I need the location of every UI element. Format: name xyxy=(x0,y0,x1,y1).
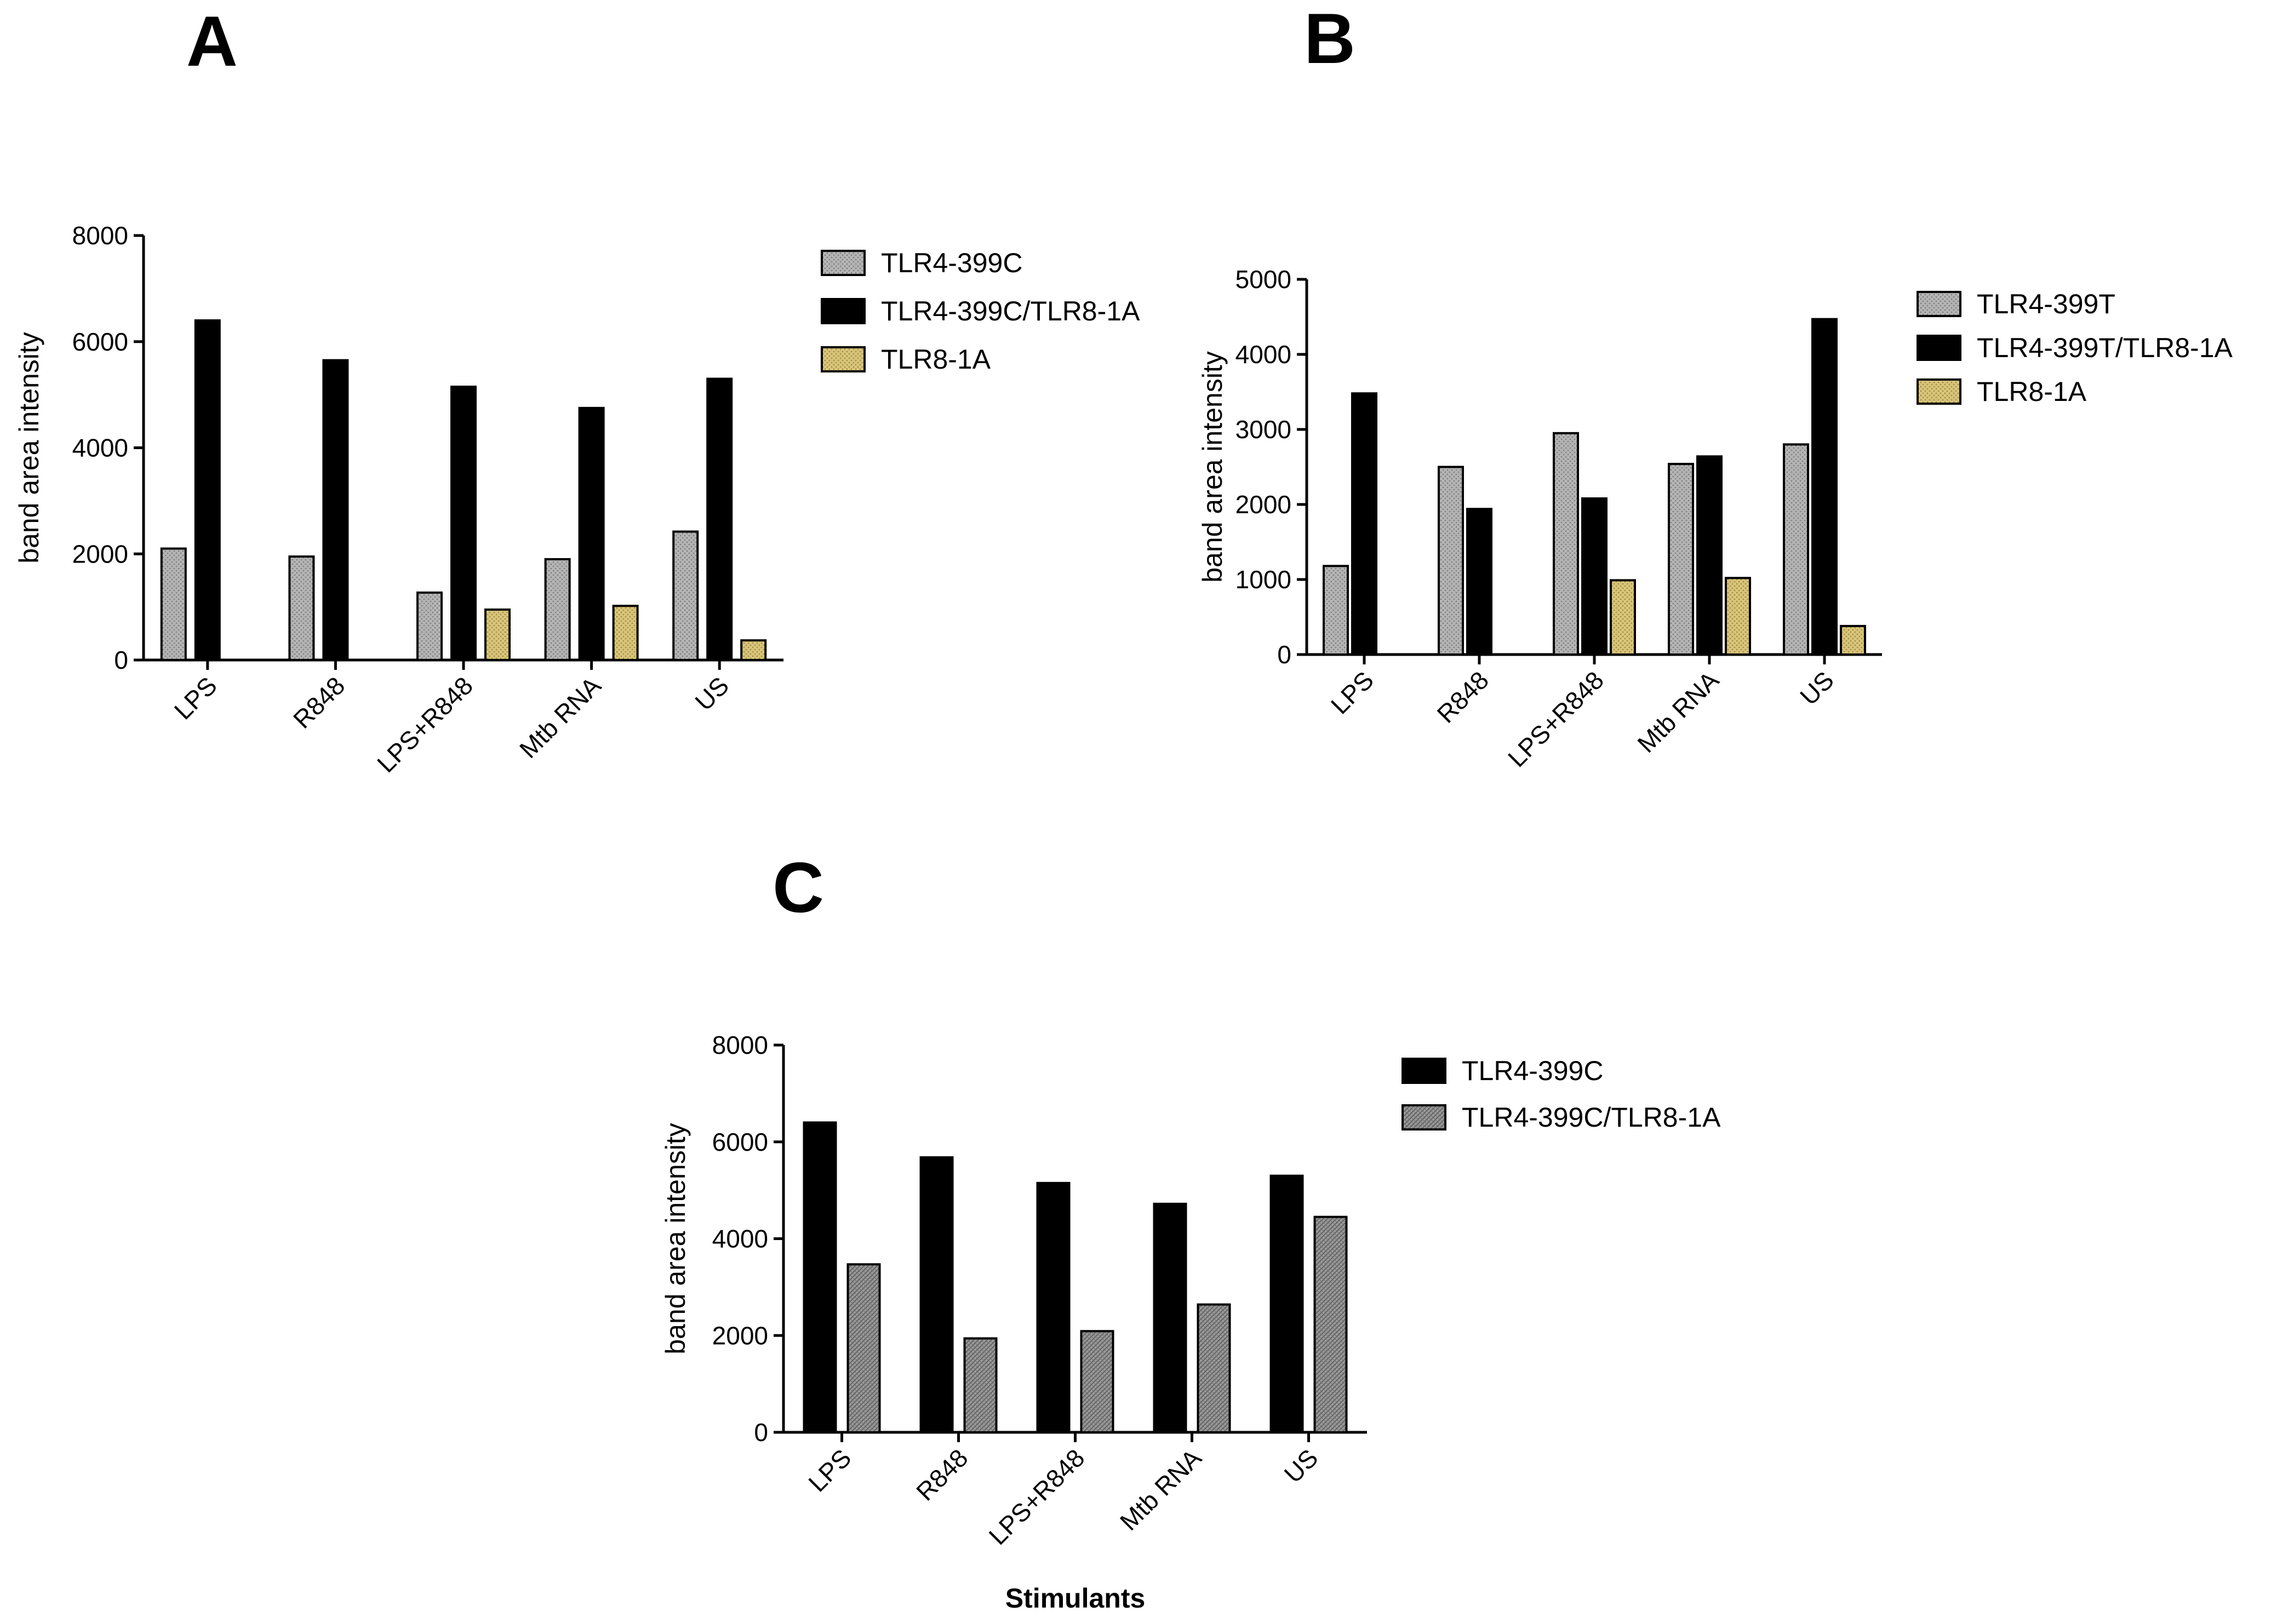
y-tick-label: 8000 xyxy=(72,221,128,250)
legend-label: TLR4-399C/TLR8-1A xyxy=(881,296,1140,326)
legend-label: TLR4-399C xyxy=(881,248,1022,278)
bar-tlr8-1a-us xyxy=(740,639,767,661)
y-tick-label: 4000 xyxy=(712,1225,768,1253)
bar-tlr4-399c-tlr8-1a-lps xyxy=(194,319,221,661)
bar-tlr4-399t-tlr8-1a-r848 xyxy=(1466,508,1492,656)
bar-tlr4-399c-tlr8-1a-r848 xyxy=(322,359,349,661)
bar-tlr4-399c-us xyxy=(1269,1174,1304,1434)
x-category-label: US xyxy=(1279,1443,1324,1488)
y-tick-label: 2000 xyxy=(712,1321,768,1350)
bar-tlr4-399t-tlr8-1a-us xyxy=(1811,318,1838,656)
y-tick-label: 3000 xyxy=(1235,415,1291,444)
legend-label: TLR8-1A xyxy=(1977,376,2087,407)
legend-swatch xyxy=(1402,1104,1446,1131)
y-tick-label: 0 xyxy=(1277,640,1291,669)
y-tick-label: 4000 xyxy=(1235,340,1291,369)
y-tick-label: 2000 xyxy=(1235,490,1291,519)
panel-letter-a: A xyxy=(186,1,238,81)
x-category-label: LPS+R848 xyxy=(371,671,478,778)
bar-tlr4-399c-tlr8-1a-mtb-rna xyxy=(1197,1303,1231,1433)
legend-swatch xyxy=(821,346,866,372)
legend-swatch xyxy=(1917,335,1961,361)
bar-tlr4-399c-mtb-rna xyxy=(544,558,571,661)
x-category-label: US xyxy=(1794,665,1839,710)
bar-tlr4-399t-tlr8-1a-lps-r848 xyxy=(1581,497,1608,656)
panel-letter-b: B xyxy=(1304,0,1355,78)
panel-letter-c: C xyxy=(773,847,824,927)
bar-tlr4-399c-lps xyxy=(160,547,187,661)
x-category-label: R848 xyxy=(288,671,351,734)
x-category-label: LPS xyxy=(803,1443,856,1497)
bar-tlr4-399c-r848 xyxy=(919,1156,954,1434)
legend-label: TLR4-399C xyxy=(1462,1055,1603,1086)
y-axis-title: band area intensity xyxy=(14,332,44,564)
panel-a: A 0 2000 4000 6000 8000 band area intensity LP… xyxy=(14,1,1140,778)
bar-tlr8-1a-mtb-rna xyxy=(612,605,639,661)
y-axis-title: band area intensity xyxy=(660,1123,691,1355)
bar-tlr4-399c-tlr8-1a-lps-r848 xyxy=(450,386,477,661)
legend-label: TLR4-399T xyxy=(1977,289,2115,319)
panel-b: B 0 1000 2000 3000 4000 5000 band area intensi… xyxy=(1197,0,2233,772)
chart-b: 0 1000 2000 3000 4000 5000 band area intensity… xyxy=(1197,265,2233,772)
legend-swatch xyxy=(821,250,866,276)
legend-label: TLR4-399C/TLR8-1A xyxy=(1462,1102,1721,1133)
y-tick-label: 0 xyxy=(754,1418,768,1447)
bar-tlr4-399c-lps-r848 xyxy=(416,591,443,661)
bar-tlr4-399c-tlr8-1a-mtb-rna xyxy=(578,406,605,661)
bar-tlr4-399c-tlr8-1a-us xyxy=(706,377,733,661)
bar-tlr8-1a-us xyxy=(1840,624,1866,656)
x-category-label: US xyxy=(689,671,734,716)
y-tick-label: 5000 xyxy=(1235,265,1291,294)
bar-tlr4-399t-us xyxy=(1783,443,1809,656)
legend-swatch xyxy=(1917,291,1961,317)
y-tick-label: 1000 xyxy=(1235,565,1291,594)
bar-tlr4-399c-tlr8-1a-us xyxy=(1313,1215,1348,1433)
bar-tlr8-1a-lps-r848 xyxy=(484,608,511,661)
bar-tlr4-399c-r848 xyxy=(288,555,315,661)
x-category-label: Mtb RNA xyxy=(1632,665,1724,758)
x-category-label: LPS xyxy=(169,671,222,725)
bar-tlr4-399c-tlr8-1a-lps-r848 xyxy=(1080,1330,1114,1433)
x-category-label: R848 xyxy=(1432,665,1495,728)
y-tick-label: 0 xyxy=(114,646,128,674)
x-category-label: R848 xyxy=(911,1443,974,1506)
x-category-label: Mtb RNA xyxy=(1114,1443,1207,1536)
chart-c: 0 2000 4000 6000 8000 band area intensity LPS R… xyxy=(660,1031,1721,1614)
bar-tlr4-399c-tlr8-1a-lps xyxy=(846,1263,881,1434)
y-tick-label: 2000 xyxy=(72,540,128,568)
y-tick-label: 8000 xyxy=(712,1031,768,1059)
bar-tlr4-399c-mtb-rna xyxy=(1153,1202,1187,1434)
legend-swatch xyxy=(1402,1058,1446,1084)
legend-swatch xyxy=(1917,378,1961,405)
bar-tlr4-399c-tlr8-1a-r848 xyxy=(963,1337,998,1433)
x-category-label: LPS+R848 xyxy=(983,1443,1090,1550)
legend-label: TLR4-399T/TLR8-1A xyxy=(1977,332,2233,363)
panel-c: C 0 2000 4000 6000 8000 band area intensity LP… xyxy=(660,847,1721,1614)
bar-tlr4-399t-tlr8-1a-mtb-rna xyxy=(1696,455,1723,656)
y-axis-title: band area intensity xyxy=(1197,351,1228,583)
x-axis-title: Stimulants xyxy=(1005,1583,1146,1614)
x-category-label: Mtb RNA xyxy=(514,671,607,764)
chart-a: 0 2000 4000 6000 8000 band area intensity LPS R… xyxy=(14,221,1140,778)
y-tick-label: 6000 xyxy=(712,1128,768,1156)
bar-tlr8-1a-mtb-rna xyxy=(1725,577,1751,656)
x-category-label: LPS+R848 xyxy=(1502,665,1609,772)
bar-tlr4-399t-lps-r848 xyxy=(1553,432,1579,656)
bar-tlr4-399t-lps xyxy=(1323,565,1349,656)
bar-tlr4-399t-r848 xyxy=(1438,466,1464,656)
bar-tlr4-399c-lps xyxy=(803,1121,837,1433)
legend-label: TLR8-1A xyxy=(881,344,991,375)
bar-tlr4-399c-us xyxy=(672,530,699,661)
legend-swatch xyxy=(821,298,866,324)
bar-tlr4-399c-lps-r848 xyxy=(1036,1181,1071,1433)
y-tick-label: 6000 xyxy=(72,328,128,356)
bar-tlr8-1a-lps-r848 xyxy=(1610,579,1636,656)
x-category-label: LPS xyxy=(1325,665,1379,719)
bar-tlr4-399t-tlr8-1a-lps xyxy=(1351,392,1377,656)
bar-tlr4-399t-mtb-rna xyxy=(1668,463,1694,656)
y-tick-label: 4000 xyxy=(72,434,128,462)
